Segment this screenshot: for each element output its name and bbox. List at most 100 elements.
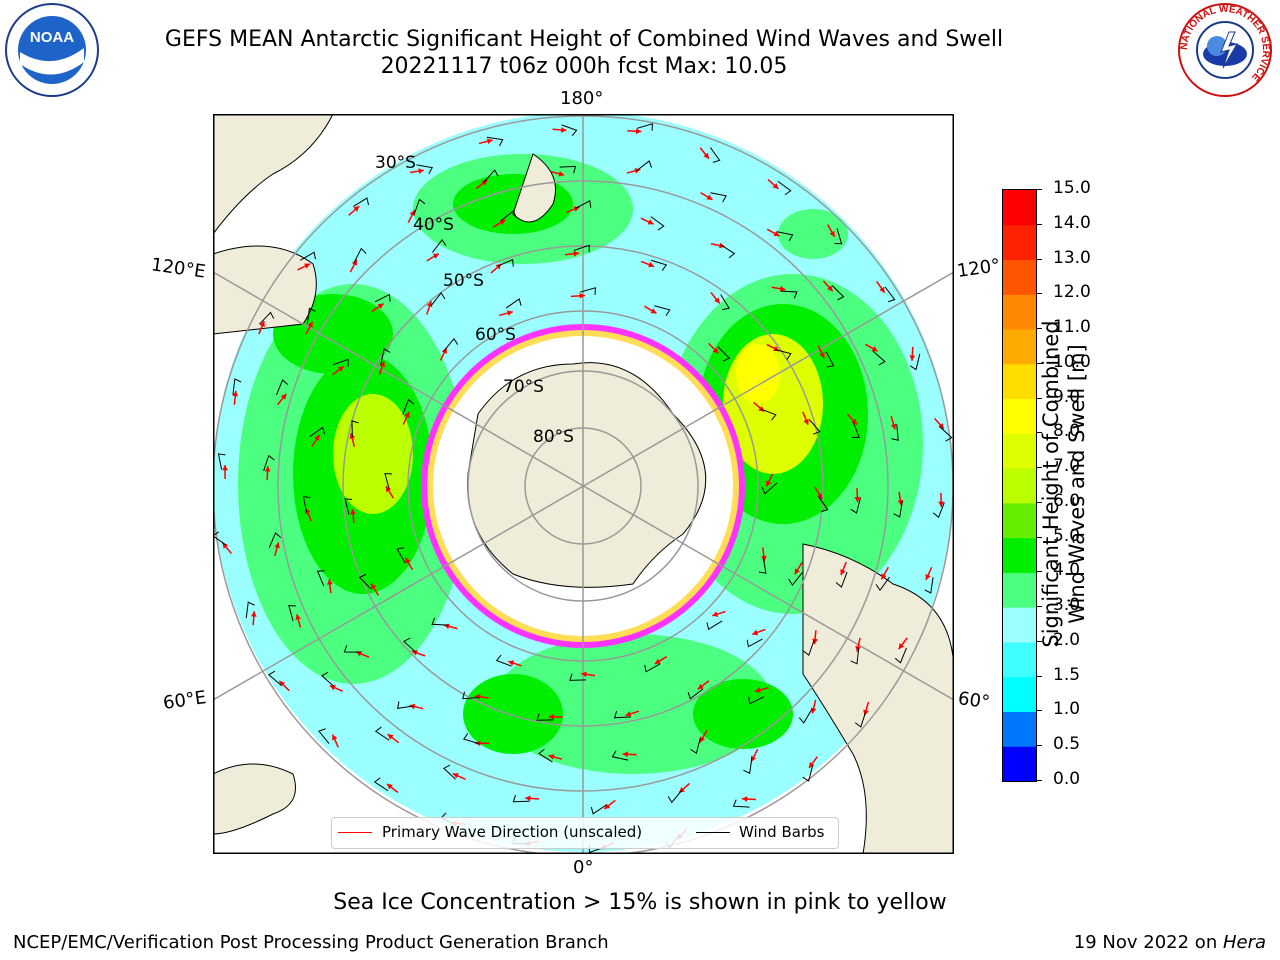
colorbar-tick-label: 1.0 xyxy=(1053,699,1081,720)
wave-arrow-head xyxy=(506,310,513,316)
wave-arrow-head xyxy=(840,569,846,576)
colorbar-tick-mark xyxy=(1036,710,1042,712)
colorbar-tick-label: 8.0 xyxy=(1053,421,1081,442)
wind-barb xyxy=(825,351,835,368)
wind-barb xyxy=(505,298,522,309)
wind-barb xyxy=(432,238,447,253)
colorbar-segment xyxy=(1003,224,1036,261)
wind-barb xyxy=(909,353,921,371)
wind-barb xyxy=(590,804,607,815)
wind-barb xyxy=(690,737,701,755)
colorbar-tick-mark xyxy=(1036,571,1042,573)
wave-arrow-head xyxy=(879,286,885,293)
wind-barb xyxy=(497,258,514,267)
wave-direction-arrows xyxy=(221,127,945,850)
wave-arrow-head xyxy=(307,321,313,328)
map-legend: Primary Wave Direction (unscaled) Wind B… xyxy=(331,817,839,849)
wind-barb xyxy=(512,794,530,803)
wind-barb xyxy=(344,498,353,515)
lon-label-60w: 60°W xyxy=(956,688,990,713)
wave-arrow-head xyxy=(481,179,488,186)
wind-barb xyxy=(483,169,499,183)
colorbar-segment xyxy=(1003,711,1036,747)
colorbar-segment xyxy=(1003,746,1036,781)
wave-arrow-head xyxy=(752,629,759,636)
wind-barb xyxy=(536,713,554,721)
wave-arrow-head xyxy=(909,355,916,361)
wave-arrow-head xyxy=(794,568,800,575)
wind-barb xyxy=(443,337,459,352)
wave-arrow-head xyxy=(855,645,861,652)
wave-arrow-head xyxy=(508,660,515,666)
wind-barb xyxy=(709,147,721,163)
wind-barb xyxy=(788,572,803,586)
colorbar-tick-mark xyxy=(1036,432,1042,434)
wind-barb xyxy=(288,605,296,622)
colorbar-tick-mark xyxy=(1036,640,1042,642)
wave-arrow-head xyxy=(259,321,265,328)
wave-arrow-head xyxy=(350,509,356,515)
colorbar-tick-mark xyxy=(1036,780,1042,781)
colorbar-tick-label: 13.0 xyxy=(1053,247,1091,268)
wave-arrow-head xyxy=(827,285,833,292)
wind-barb xyxy=(834,228,843,245)
wind-barb xyxy=(780,290,798,299)
wind-barb xyxy=(575,200,592,209)
colorbar-segment xyxy=(1003,329,1036,365)
wind-barb xyxy=(374,726,390,741)
wind-barb xyxy=(569,673,587,681)
chart-title: GEFS MEAN Antarctic Significant Height o… xyxy=(164,27,1004,52)
wave-arrow-head xyxy=(766,480,772,487)
colorbar-tick-mark xyxy=(1036,258,1042,260)
wave-arrow-head xyxy=(452,773,459,779)
wave-arrow-head xyxy=(371,583,377,590)
wave-arrow-head xyxy=(486,138,493,145)
wave-arrow-head xyxy=(635,128,642,135)
wind-barb xyxy=(245,601,255,619)
colorbar-tick-mark xyxy=(1036,328,1042,330)
wind-barb xyxy=(613,710,631,719)
colorbar-segment xyxy=(1003,468,1036,504)
colorbar-tick-label: 0.5 xyxy=(1053,734,1081,755)
wind-barb xyxy=(850,647,860,665)
wave-arrow-head xyxy=(432,253,439,259)
polar-map: 30°S 40°S 50°S 60°S 70°S 80°S xyxy=(212,113,955,855)
wave-arrow-head xyxy=(871,346,878,352)
wave-arrow-head xyxy=(925,574,931,581)
wave-arrow-head xyxy=(377,303,384,309)
wind-barb xyxy=(932,502,945,519)
wave-arrow-head xyxy=(851,418,858,425)
colorbar-title: Significant Height of Combined Wind Wave… xyxy=(1039,320,1089,648)
wind-barb xyxy=(396,547,406,564)
wind-barb xyxy=(667,789,683,804)
wave-arrow-head xyxy=(741,796,748,802)
lat-label: 60°S xyxy=(475,325,516,345)
wind-barb xyxy=(854,711,867,728)
wave-arrow-head xyxy=(819,352,825,359)
wave-arrow-head xyxy=(474,693,481,700)
wave-arrow-head xyxy=(326,579,333,585)
wave-arrow-head xyxy=(337,366,344,372)
wind-barb xyxy=(321,671,335,687)
wind-barb xyxy=(413,198,426,215)
wind-barb xyxy=(777,180,792,196)
colorbar-segment xyxy=(1003,676,1036,712)
wind-barb xyxy=(654,305,671,317)
wave-arrow-head xyxy=(581,671,587,678)
wave-arrow-head xyxy=(650,308,657,314)
colorbar-tick-label: 3.0 xyxy=(1053,595,1081,616)
wave-arrow-head xyxy=(714,297,720,304)
colorbar-tick-mark xyxy=(1036,223,1042,225)
wind-barb xyxy=(775,349,792,360)
wind-barb xyxy=(746,638,763,648)
colorbar-segment xyxy=(1003,259,1036,295)
wind-barb xyxy=(687,688,704,700)
colorbar-tick-mark xyxy=(1036,397,1042,399)
wave-arrow-head xyxy=(409,210,415,217)
wave-arrow-head xyxy=(898,643,905,650)
noaa-logo: NOAA xyxy=(4,2,100,98)
wave-arrow-head xyxy=(426,301,433,308)
wave-arrow-head xyxy=(754,687,761,693)
wave-arrow-head xyxy=(222,542,229,549)
land-new-zealand xyxy=(512,153,556,223)
